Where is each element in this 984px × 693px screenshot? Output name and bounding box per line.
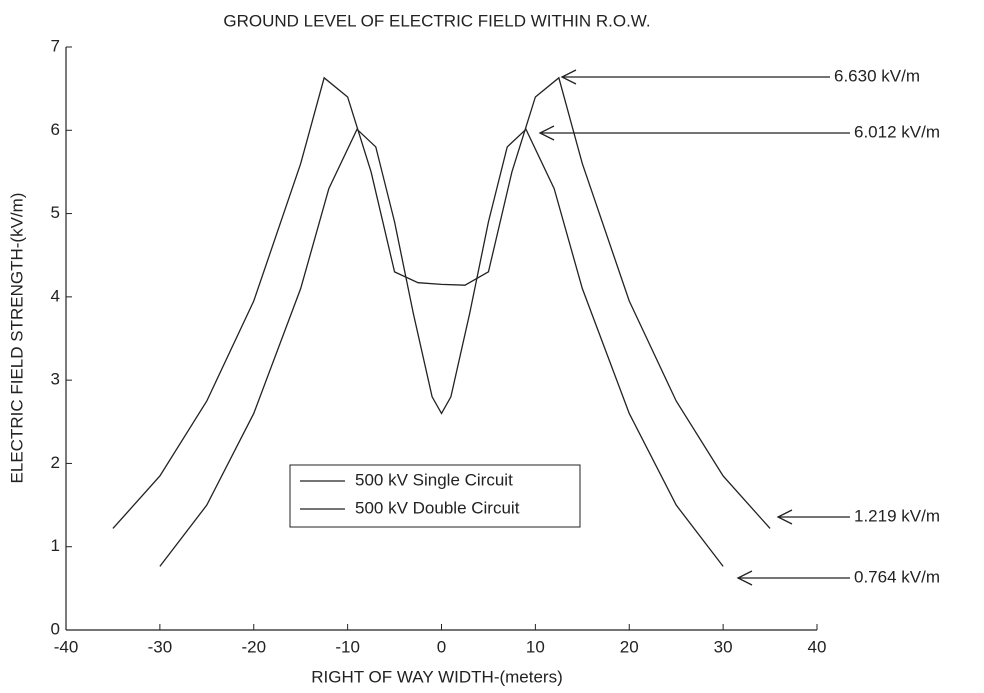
y-axis-label: ELECTRIC FIELD STRENGTH-(kV/m) [7, 193, 26, 484]
y-tick-label: 5 [51, 203, 60, 222]
x-tick-label: -30 [148, 637, 173, 656]
legend-label: 500 kV Double Circuit [355, 498, 520, 517]
x-tick-label: -20 [241, 637, 266, 656]
x-tick-label: -40 [54, 637, 79, 656]
x-tick-label: 20 [620, 637, 639, 656]
legend-label: 500 kV Single Circuit [355, 470, 513, 489]
annotation-arrowhead [538, 125, 555, 141]
y-tick-label: 1 [51, 536, 60, 555]
y-tick-label: 7 [51, 36, 60, 55]
x-tick-label: 0 [437, 637, 446, 656]
annotation: 6.630 kV/m [834, 66, 920, 85]
y-tick-label: 6 [51, 120, 60, 139]
y-tick-label: 3 [51, 370, 60, 389]
series-line [159, 128, 724, 567]
x-axis-label: RIGHT OF WAY WIDTH-(meters) [311, 667, 563, 686]
y-tick-label: 2 [51, 453, 60, 472]
annotation: 6.012 kV/m [854, 122, 940, 141]
y-tick-label: 4 [51, 286, 60, 305]
x-tick-label: 30 [714, 637, 733, 656]
annotation: 0.764 kV/m [854, 567, 940, 586]
series-line [112, 76, 771, 529]
annotation-arrowhead [776, 509, 793, 525]
x-tick-label: 40 [808, 637, 827, 656]
annotation-arrowhead [560, 69, 577, 85]
legend-box [289, 464, 581, 528]
x-tick-label: 10 [526, 637, 545, 656]
chart-title: GROUND LEVEL OF ELECTRIC FIELD WITHIN R.… [223, 11, 650, 30]
annotation-arrowhead [736, 570, 753, 586]
x-tick-label: -10 [335, 637, 360, 656]
y-tick-label: 0 [51, 619, 60, 638]
annotation: 1.219 kV/m [854, 506, 940, 525]
